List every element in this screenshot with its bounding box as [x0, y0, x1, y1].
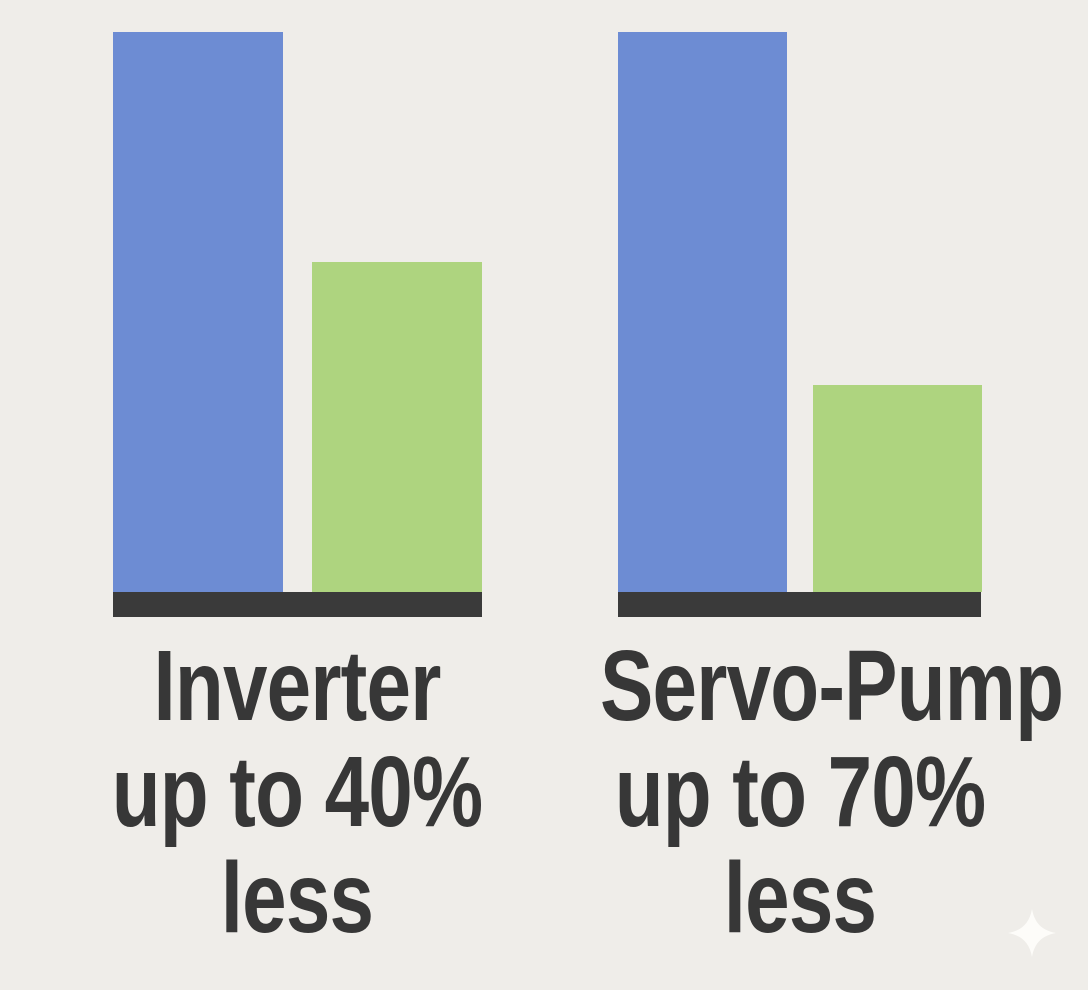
chart-label-inverter: Inverter up to 40% less [97, 633, 497, 951]
chart-label-servo-pump: Servo-Pump up to 70% less [600, 630, 1064, 954]
chart-label-line: up to 40% [111, 736, 483, 848]
sparkle-icon [1008, 909, 1056, 957]
chart-label-line: less [723, 842, 877, 954]
chart-label-line: Inverter [153, 630, 441, 742]
chart-label-line: up to 70% [614, 736, 986, 848]
chart-label-line: less [220, 842, 374, 954]
bar-servo-pump-consumption [813, 385, 982, 592]
bar-inverter-consumption [312, 262, 482, 592]
chart-label-line: Servo-Pump [600, 630, 1064, 742]
bar-standard-consumption [618, 32, 787, 592]
sparkle-shape [1008, 909, 1056, 957]
bar-standard-consumption [113, 32, 283, 592]
chart-baseline [113, 592, 482, 617]
chart-baseline [618, 592, 981, 617]
